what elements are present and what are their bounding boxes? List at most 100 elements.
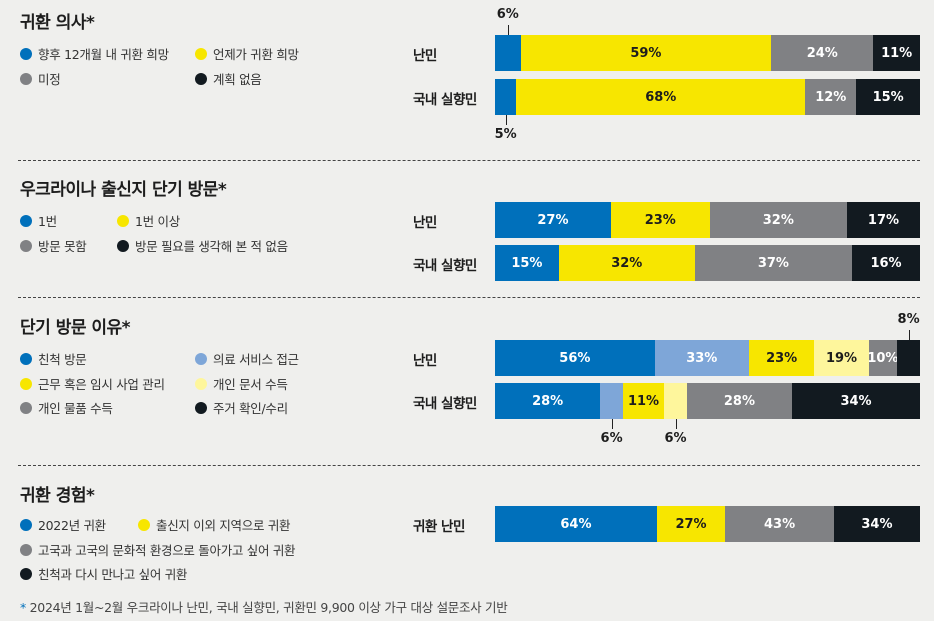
row-label: 난민 [413,48,437,64]
legend-dot-blue [20,214,32,227]
data-label: 16% [870,255,902,271]
bar-segment-blue [495,79,517,115]
legend-dot-yellow [117,214,129,227]
callout-line [908,330,910,340]
row-label: 국내 실향민 [413,258,477,274]
legend-label: 향후 12개월 내 귀환 희망 [38,47,169,62]
bar-segment-lightblue [600,383,623,419]
legend-label: 방문 필요를 생각해 본 적 없음 [135,239,288,254]
legend-item: 언제가 귀환 희망 [195,44,299,63]
bar-segment-gray: 28% [686,383,793,419]
legend-dot-gray [20,401,32,414]
bar-segment-lightyellow [664,383,687,419]
data-label: 59% [630,45,662,61]
bar-segment-black: 15% [856,79,920,115]
legend-dot-yellow [138,518,150,531]
bar-segment-blue [495,35,521,71]
stacked-bar: 59% 24% 11% [495,35,920,71]
legend-label: 방문 못함 [38,239,87,254]
section-title-text: 우크라이나 출신지 단기 방문* [20,180,227,200]
legend-item: 방문 못함 [20,236,87,255]
legend-item: 친척과 다시 만나고 싶어 귀환 [20,564,187,583]
data-label: 19% [825,350,858,366]
stacked-bar: 28% 11% 28% 34% [495,383,920,419]
data-label: 24% [806,45,838,61]
legend-item: 고국과 고국의 문화적 환경으로 돌아가고 싶어 귀환 [20,540,296,559]
data-label: 28% [532,393,564,409]
data-label: 32% [611,255,643,271]
legend-item: 주거 확인/수리 [195,398,288,417]
legend-label: 1번 [38,214,57,229]
data-label: 56% [559,350,591,366]
legend-label: 주거 확인/수리 [213,401,288,416]
legend-item: 친척 방문 [20,349,87,368]
legend-label: 근무 혹은 임시 사업 관리 [38,377,165,392]
bar-segment-lightblue: 33% [654,340,749,376]
bar-segment-blue: 56% [495,340,655,376]
bar-segment-black: 16% [852,245,920,281]
row-label: 국내 실향민 [413,92,477,108]
data-label: 12% [815,89,847,105]
legend-dot-lightyellow [195,377,207,390]
stacked-bar: 68% 12% 15% [495,79,920,115]
data-label: 11% [881,45,913,61]
legend-dot-gray [20,72,32,85]
bar-segment-lightyellow: 19% [814,340,869,376]
row-label: 난민 [413,215,437,231]
data-label: 5% [494,127,517,142]
bar-segment-yellow: 23% [748,340,815,376]
bar-segment-blue: 28% [495,383,601,419]
data-label: 34% [861,516,893,532]
section-title-text: 귀환 경험* [20,486,95,506]
legend-item: 의료 서비스 접근 [195,349,299,368]
data-label: 17% [867,212,900,228]
legend-dot-blue [20,47,32,60]
footnote: * 2024년 1월~2월 우크라이나 난민, 국내 실향민, 귀환민 9,90… [20,600,508,615]
callout-line [505,115,507,125]
data-label: 27% [537,212,569,228]
bar-segment-gray: 10% [868,340,898,376]
bar-segment-gray: 43% [725,506,834,542]
legend-item: 개인 물품 수득 [20,398,113,417]
legend-label: 친척 방문 [38,352,87,367]
row-label: 귀환 난민 [413,519,465,535]
legend-dot-blue [20,518,32,531]
legend-dot-yellow [20,377,32,390]
divider [18,160,920,161]
legend-label: 의료 서비스 접근 [213,352,299,367]
legend-dot-gray [20,543,32,556]
legend-dot-black [195,72,207,85]
legend-label: 개인 물품 수득 [38,401,113,416]
bar-segment-black: 34% [792,383,920,419]
data-label: 6% [496,7,519,22]
data-label: 23% [766,350,798,366]
bar-segment-yellow: 68% [516,79,806,115]
bar-segment-yellow: 11% [622,383,665,419]
section-title-text: 귀환 의사* [20,13,95,33]
bar-segment-black: 17% [847,202,920,238]
data-label: 37% [757,255,789,271]
legend-label: 1번 이상 [135,214,180,229]
legend-dot-black [20,567,32,580]
bar-segment-blue: 64% [495,506,657,542]
stacked-bar: 64% 27% 43% 34% [495,506,920,542]
divider [18,297,920,298]
legend-item: 향후 12개월 내 귀환 희망 [20,44,169,63]
bar-segment-yellow: 27% [656,506,726,542]
legend-label: 미정 [38,72,61,87]
data-label: 43% [764,516,796,532]
legend-label: 출신지 이외 지역으로 귀환 [156,518,291,533]
bar-segment-black: 11% [873,35,920,71]
data-label: 11% [627,393,660,409]
divider [18,465,920,466]
callout-line [675,419,677,429]
data-label: 34% [840,393,872,409]
legend-item: 방문 필요를 생각해 본 적 없음 [117,236,288,255]
section-title: 단기 방문 이유* [20,313,131,338]
bar-segment-gray: 37% [694,245,852,281]
section-title: 귀환 경험* [20,481,95,506]
bar-segment-black [897,340,920,376]
legend-label: 2022년 귀환 [38,518,106,533]
legend-dot-yellow [195,47,207,60]
legend-label: 언제가 귀환 희망 [213,47,299,62]
